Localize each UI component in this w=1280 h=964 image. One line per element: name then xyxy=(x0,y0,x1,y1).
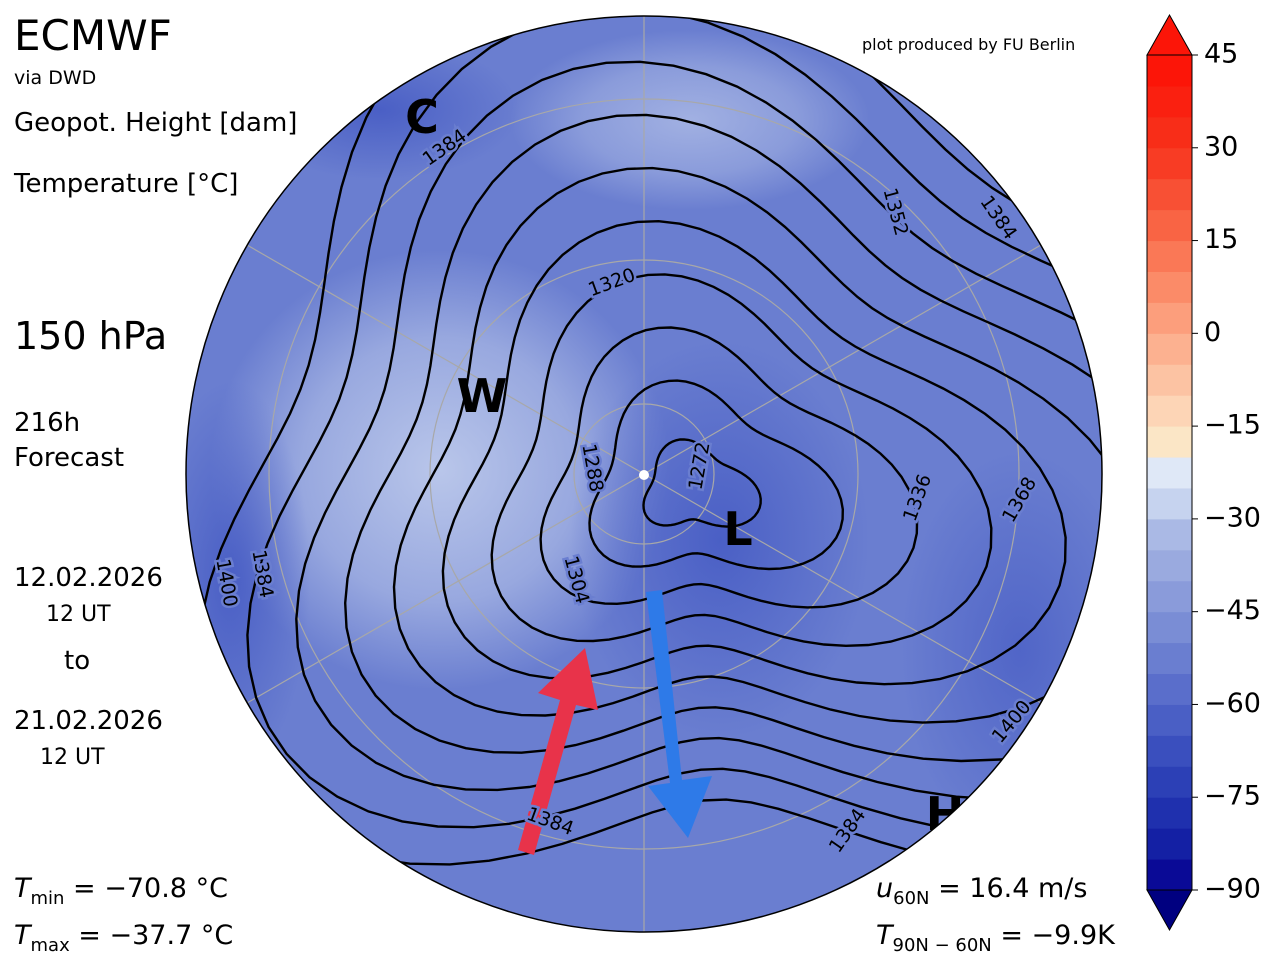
colorbar-tick-label: 45 xyxy=(1204,39,1238,70)
colorbar-band xyxy=(1147,580,1192,613)
to: to xyxy=(64,646,90,676)
lead: 216h xyxy=(14,408,80,438)
colorbar-band xyxy=(1147,457,1192,489)
pressure-marker: C xyxy=(405,90,439,144)
colorbar-frame xyxy=(1146,54,1193,891)
stat-subscript: 60N xyxy=(893,888,929,909)
stat-subscript: max xyxy=(31,935,71,956)
colorbar-band xyxy=(1147,673,1192,705)
colorbar-band xyxy=(1147,364,1192,396)
colorbar-tick-label: −30 xyxy=(1204,502,1261,533)
colorbar-band xyxy=(1147,642,1192,675)
colorbar-band xyxy=(1147,85,1192,118)
colorbar-tick-label: −60 xyxy=(1204,688,1261,719)
stat-subscript: min xyxy=(31,888,65,909)
colorbar-band xyxy=(1147,518,1192,551)
stat-text: = −37.7 °C xyxy=(70,920,233,951)
colorbar-tick-label: −90 xyxy=(1204,874,1261,905)
stat-subscript: 90N − 60N xyxy=(893,935,992,956)
contour xyxy=(441,219,1067,686)
time: 12 UT xyxy=(46,602,111,627)
level: 150 hPa xyxy=(14,314,167,358)
colorbar-band xyxy=(1147,859,1192,891)
colorbar-band xyxy=(1147,797,1192,829)
contour xyxy=(588,379,845,571)
pressure-marker: W xyxy=(457,369,508,423)
contour xyxy=(295,60,1102,801)
colorbar-band xyxy=(1147,395,1192,427)
field: Temperature [°C] xyxy=(13,169,238,199)
title: ECMWF xyxy=(14,11,172,60)
colorbar-band xyxy=(1147,766,1192,798)
colorbar-extend xyxy=(1146,889,1193,932)
colorbar-band xyxy=(1147,209,1192,242)
contour xyxy=(539,326,919,609)
colorbar-band xyxy=(1147,178,1192,211)
colorbar-tick-label: −45 xyxy=(1204,595,1261,626)
colorbar-band xyxy=(1147,302,1192,334)
statistic: u60N = 16.4 m/s xyxy=(876,873,1087,909)
statistic: T90N − 60N = −9.9K xyxy=(876,920,1116,956)
colorbar-tick-label: −15 xyxy=(1204,410,1261,441)
colorbar-band xyxy=(1147,704,1192,736)
colorbar-band xyxy=(1147,271,1192,303)
stat-text: = 16.4 m/s xyxy=(930,873,1088,904)
contour xyxy=(642,438,762,528)
map xyxy=(186,16,1102,932)
date: 12.02.2026 xyxy=(14,563,163,593)
credit: plot produced by FU Berlin xyxy=(862,35,1075,54)
stat-symbol: T xyxy=(876,920,895,951)
pressure-marker: H xyxy=(926,787,965,841)
stat-symbol: T xyxy=(14,920,33,951)
colorbar-tick-label: 0 xyxy=(1204,317,1221,348)
colorbar-band xyxy=(1147,240,1192,272)
stat-text: = −9.9K xyxy=(992,920,1116,951)
contour xyxy=(246,16,1102,840)
statistic: Tmin = −70.8 °C xyxy=(14,873,228,909)
time: 12 UT xyxy=(40,745,105,770)
colorbar-band xyxy=(1147,426,1192,458)
colorbar-band xyxy=(1147,735,1192,767)
colorbar-band xyxy=(1147,116,1192,149)
contour xyxy=(392,166,1102,724)
colorbar-extend xyxy=(1146,13,1193,56)
colorbar-band xyxy=(1147,333,1192,365)
stat-symbol: u xyxy=(876,873,893,904)
contour xyxy=(490,273,993,648)
date: 21.02.2026 xyxy=(14,706,163,736)
colorbar-band xyxy=(1147,828,1192,860)
colorbar-band xyxy=(1147,487,1192,520)
source: via DWD xyxy=(14,67,96,89)
lead-note: Forecast xyxy=(14,443,124,473)
statistic: Tmax = −37.7 °C xyxy=(14,920,233,956)
colorbar-tick-label: −75 xyxy=(1204,781,1261,812)
colorbar-band xyxy=(1147,147,1192,180)
stat-symbol: T xyxy=(14,873,33,904)
colorbar-band xyxy=(1147,611,1192,644)
colorbar-tick-label: 15 xyxy=(1204,224,1238,255)
colorbar-band xyxy=(1147,549,1192,582)
colorbar-tick-label: 30 xyxy=(1204,131,1238,162)
field: Geopot. Height [dam] xyxy=(14,108,297,138)
pressure-marker: L xyxy=(723,502,752,556)
colorbar-band xyxy=(1147,55,1192,87)
contour xyxy=(343,113,1102,763)
stat-text: = −70.8 °C xyxy=(64,873,227,904)
